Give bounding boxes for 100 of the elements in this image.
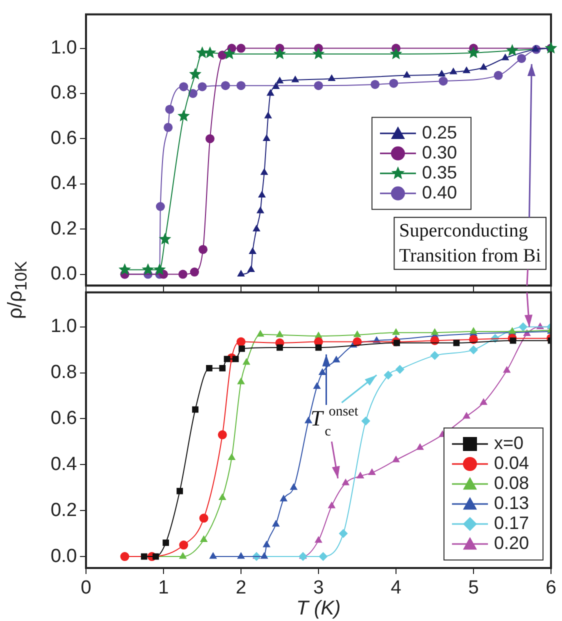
x-axis-title: T (K)	[296, 598, 341, 620]
point	[462, 412, 470, 419]
annotation: Superconducting Transition from Bi	[399, 220, 542, 266]
x-tick-label: 3	[313, 578, 324, 599]
point	[237, 377, 245, 384]
y-tick-label: 0.2	[50, 218, 77, 240]
point	[298, 552, 308, 562]
point	[462, 66, 470, 74]
y-tick-label: 0.4	[50, 173, 78, 194]
point	[368, 468, 376, 475]
point	[198, 244, 208, 254]
point	[165, 104, 174, 114]
point	[544, 42, 558, 54]
point	[177, 110, 190, 122]
y-tick-label: 0.0	[50, 546, 77, 567]
point	[178, 270, 188, 279]
point	[178, 552, 187, 559]
point	[262, 134, 270, 141]
legend-label: 0.13	[494, 492, 530, 513]
point	[518, 322, 528, 332]
y-tick-label: 0.0	[50, 264, 77, 285]
point	[153, 263, 166, 276]
point	[384, 370, 393, 380]
point	[332, 356, 340, 362]
point	[192, 406, 198, 413]
point	[158, 232, 172, 245]
point	[237, 552, 245, 559]
point	[204, 46, 216, 58]
point	[188, 89, 198, 98]
point	[262, 540, 270, 548]
y-tick-label: 1.0	[50, 38, 77, 59]
point	[361, 416, 370, 426]
y-tick-label: 0.6	[50, 128, 77, 149]
y-tick-label: 0.8	[50, 82, 77, 104]
point	[416, 443, 424, 450]
point	[467, 46, 480, 58]
point	[392, 456, 400, 462]
point	[392, 328, 400, 335]
point	[266, 89, 274, 96]
legend-label: 0.04	[494, 452, 530, 473]
point	[356, 472, 364, 478]
point	[264, 112, 272, 118]
x-tick-label: 1	[158, 578, 169, 599]
point	[200, 535, 208, 542]
point	[291, 75, 300, 82]
point	[517, 54, 526, 63]
point	[328, 501, 336, 508]
point	[247, 265, 255, 272]
point	[274, 47, 286, 60]
point	[232, 356, 239, 362]
point	[314, 536, 322, 543]
legend-label: 0.17	[494, 512, 530, 533]
point	[206, 134, 214, 144]
point	[353, 330, 362, 338]
x-tick-label: 0	[80, 578, 92, 599]
point	[196, 46, 208, 58]
point	[156, 202, 165, 211]
point	[394, 340, 400, 346]
point	[118, 263, 131, 276]
point	[236, 337, 246, 346]
point	[342, 478, 350, 486]
point	[272, 520, 280, 527]
point	[276, 76, 284, 84]
point	[506, 44, 518, 56]
legend-label: 0.20	[494, 532, 530, 553]
point	[318, 552, 328, 562]
point	[190, 268, 199, 277]
point	[206, 365, 212, 372]
y-tick-label: 0.8	[50, 362, 77, 384]
point	[164, 122, 173, 132]
y-tick-label: 0.2	[50, 500, 77, 521]
point	[494, 70, 503, 80]
point	[209, 552, 217, 559]
legend-label: 0.35	[422, 162, 458, 182]
point	[280, 494, 288, 502]
point	[502, 366, 511, 373]
point	[258, 190, 266, 198]
legend-label: x=0	[494, 432, 524, 453]
point	[252, 224, 260, 232]
point	[256, 330, 264, 337]
point	[318, 368, 326, 376]
point	[390, 47, 402, 60]
y-tick-label: 0.4	[50, 454, 78, 475]
point	[395, 364, 404, 374]
point	[242, 358, 250, 365]
point	[228, 453, 236, 460]
point	[179, 540, 188, 550]
point	[272, 82, 280, 89]
point	[510, 337, 516, 344]
point	[223, 47, 236, 60]
x-tick-label: 6	[546, 578, 556, 599]
point	[256, 206, 264, 214]
point	[370, 80, 380, 89]
y-tick-label: 1.0	[50, 316, 77, 338]
point	[237, 270, 245, 277]
point	[338, 529, 348, 538]
point	[260, 168, 268, 175]
point	[218, 430, 227, 440]
legend-label: 0.40	[422, 182, 458, 202]
point	[152, 553, 159, 560]
